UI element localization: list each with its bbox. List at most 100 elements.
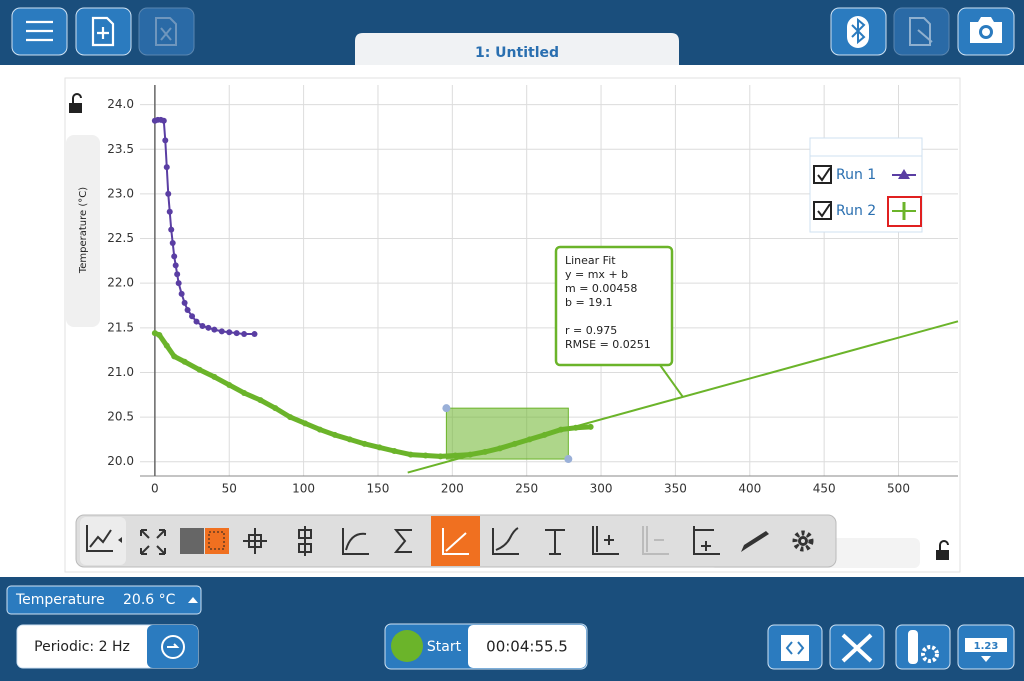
- legend-highlight: [887, 196, 922, 227]
- top-buttons: [11, 7, 1015, 56]
- gear-icon: [921, 645, 939, 663]
- new-icon: [91, 16, 115, 47]
- meter-sensor: Temperature: [15, 592, 105, 608]
- data-point: [251, 331, 258, 338]
- data-point: [156, 331, 163, 338]
- data-point: [241, 331, 248, 338]
- add-column-icon[interactable]: [592, 526, 619, 555]
- delete-icon: [155, 17, 177, 46]
- start-button[interactable]: Start: [427, 639, 462, 655]
- lock-shackle: [939, 540, 949, 550]
- plot: 0 50 100 150 200 250 300 350 400 450 500 20.0 20.5 21…: [78, 85, 959, 496]
- data-point: [226, 381, 233, 388]
- data-point: [407, 451, 414, 458]
- annotation-icon[interactable]: [545, 529, 565, 555]
- data-point: [175, 280, 182, 287]
- y-tick-label: 21.0: [107, 365, 134, 379]
- x-tick-label: 300: [590, 482, 613, 496]
- settings-hole: [801, 539, 805, 543]
- meter-reading: 20.6 °C: [123, 592, 176, 608]
- timer: 00:04:55.5: [486, 638, 568, 656]
- mode-icon: [161, 635, 185, 659]
- data-point: [422, 452, 429, 459]
- arrow: [118, 537, 122, 543]
- data-point: [257, 397, 264, 404]
- interpolate-icon[interactable]: [298, 526, 312, 556]
- x-tick-label: 150: [367, 482, 390, 496]
- legend-check: [817, 203, 831, 218]
- data-point: [437, 453, 444, 460]
- data-point: [181, 299, 188, 306]
- data-point: [199, 323, 206, 330]
- data-point: [165, 190, 172, 197]
- start-circle[interactable]: [391, 630, 423, 662]
- timer-box: [468, 625, 586, 668]
- x-tick-label: 100: [292, 482, 315, 496]
- draw-icon[interactable]: [741, 531, 769, 552]
- x-tick-label: 0: [151, 482, 159, 496]
- fit-text: r = 0.975: [565, 324, 617, 337]
- x-tick-label: 400: [738, 482, 761, 496]
- data-point: [287, 414, 294, 421]
- fit-text: y = mx + b: [565, 268, 628, 281]
- camera-lens-inner: [982, 28, 990, 36]
- legend-check: [817, 167, 831, 182]
- selection-handle: [564, 455, 573, 464]
- remove-column-icon[interactable]: [642, 526, 669, 555]
- settings-gear[interactable]: [792, 530, 814, 552]
- data-point: [174, 271, 181, 278]
- fit-text: m = 0.00458: [565, 282, 637, 295]
- tools-icon: [841, 633, 873, 663]
- data-point: [316, 426, 323, 433]
- data-point: [196, 366, 203, 373]
- add-row-icon[interactable]: [693, 526, 720, 555]
- tab[interactable]: [355, 33, 679, 65]
- data-point: [184, 306, 191, 313]
- legend-checkbox: [813, 165, 832, 184]
- data-point: [346, 436, 353, 443]
- bottom-buttons: 1.23: [767, 624, 1015, 670]
- linear-fit-button[interactable]: [431, 516, 480, 566]
- meter-view-label: 1.23: [974, 641, 999, 652]
- fit-text: b = 19.1: [565, 296, 613, 309]
- x-tick-label: 200: [441, 482, 464, 496]
- data-point: [587, 423, 594, 430]
- embed-icon: [781, 635, 809, 661]
- data-point: [162, 137, 169, 144]
- autoscale-icon[interactable]: [140, 529, 166, 555]
- data-point: [178, 290, 185, 297]
- x-tick-label: 50: [222, 482, 237, 496]
- data-point: [218, 328, 225, 335]
- y-tick-label: 20.0: [107, 454, 134, 468]
- y-tick-label: 22.5: [107, 231, 134, 245]
- tangent-icon[interactable]: [342, 528, 369, 555]
- y-tick-label: 23.0: [107, 186, 134, 200]
- data-point: [241, 389, 248, 396]
- examine-icon[interactable]: [243, 528, 267, 554]
- x-tick-label: 250: [515, 482, 538, 496]
- data-point: [166, 208, 173, 215]
- y-label-panel: [66, 135, 100, 327]
- meter-button[interactable]: [6, 585, 202, 615]
- legend-label: Run 1: [836, 167, 876, 183]
- delete-button[interactable]: [138, 7, 195, 56]
- selection-handle: [442, 404, 451, 413]
- y-tick-label: 23.5: [107, 142, 134, 156]
- sensor-settings-button[interactable]: [895, 624, 951, 670]
- lock-shackle: [72, 93, 82, 103]
- data-point: [331, 431, 338, 438]
- data-point: [169, 240, 176, 247]
- curve-fit-icon[interactable]: [492, 527, 519, 555]
- data-point: [171, 253, 178, 260]
- data-point: [233, 330, 240, 337]
- sensor-button[interactable]: [893, 7, 950, 56]
- meter-view-arrow: [981, 656, 991, 662]
- y-tick-label: 21.5: [107, 320, 134, 334]
- meter-view-display: [965, 638, 1007, 652]
- data-point: [168, 226, 175, 233]
- x-tick-label: 500: [887, 482, 910, 496]
- statistics-icon[interactable]: [393, 529, 412, 553]
- menu-icon: [26, 20, 53, 42]
- fit-annotation: [554, 245, 674, 367]
- pan-icon[interactable]: [180, 528, 204, 554]
